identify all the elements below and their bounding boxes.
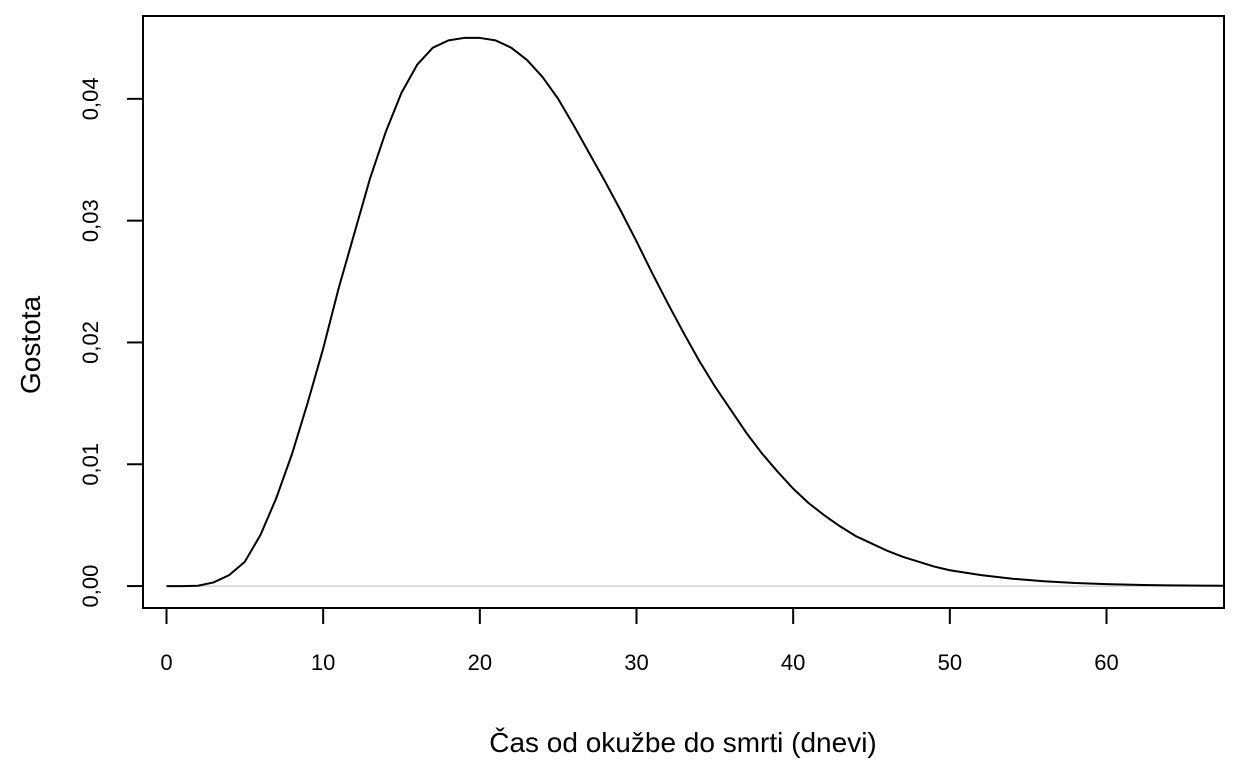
x-tick-label: 60: [1094, 650, 1118, 675]
x-tick-label: 0: [160, 650, 172, 675]
density-curve: [166, 36, 1225, 588]
y-tick-label: 0,03: [78, 199, 103, 242]
plot-frame: [142, 15, 1225, 609]
y-axis-title: Gostota: [15, 296, 46, 394]
x-tick-label: 50: [938, 650, 962, 675]
x-axis: 0 10 20 30 40 50 60: [160, 607, 1119, 675]
x-tick-label: 30: [624, 650, 648, 675]
x-axis-title: Čas od okužbe do smrti (dnevi): [489, 727, 877, 758]
x-tick-label: 40: [781, 650, 805, 675]
x-tick-label: 10: [311, 650, 335, 675]
y-tick-label: 0,01: [78, 443, 103, 486]
x-tick-label: 20: [468, 650, 492, 675]
y-tick-label: 0,00: [78, 565, 103, 608]
y-axis: 0,00 0,01 0,02 0,03 0,04: [78, 77, 144, 608]
y-tick-label: 0,02: [78, 321, 103, 364]
y-tick-label: 0,04: [78, 77, 103, 120]
